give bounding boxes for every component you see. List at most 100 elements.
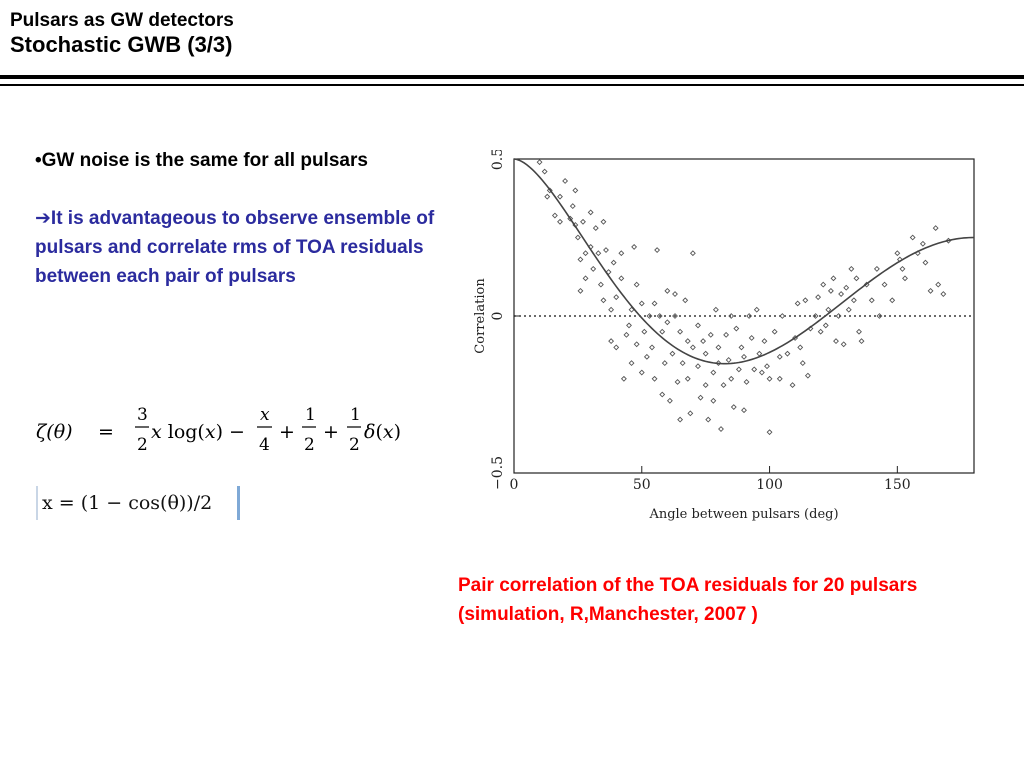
data-point	[873, 265, 880, 272]
equals-sign: =	[98, 421, 114, 443]
data-point	[646, 313, 653, 319]
frac-4-den: 4	[259, 435, 270, 455]
data-point	[697, 394, 704, 401]
delta-term: δ(x)	[364, 421, 401, 443]
data-point	[820, 281, 827, 288]
data-point	[710, 369, 717, 376]
data-point	[600, 297, 607, 304]
header-rule-thin	[0, 84, 1024, 86]
slide-title: Stochastic GWB (3/3)	[10, 32, 233, 57]
data-point	[603, 247, 609, 253]
data-point	[743, 379, 750, 385]
data-point	[605, 269, 612, 275]
data-point	[876, 313, 883, 319]
frac-x-num: x	[260, 405, 270, 425]
y-tick-label: −0.5	[490, 456, 506, 490]
data-point	[799, 360, 806, 367]
data-point	[700, 338, 707, 345]
data-point	[756, 350, 763, 357]
data-point	[715, 360, 722, 367]
data-point	[562, 178, 569, 184]
data-point	[751, 366, 758, 373]
data-points	[536, 159, 952, 436]
data-point	[590, 265, 597, 272]
data-point	[582, 250, 589, 257]
data-point	[856, 328, 862, 335]
data-point	[720, 382, 727, 389]
data-point	[850, 297, 857, 304]
data-point	[919, 240, 926, 247]
data-point	[569, 203, 576, 210]
data-point	[764, 363, 770, 370]
data-point	[804, 372, 811, 379]
data-point	[689, 344, 696, 351]
data-point	[643, 353, 650, 360]
data-point	[546, 187, 553, 194]
data-point	[613, 294, 620, 301]
data-point	[853, 275, 860, 282]
data-point	[684, 375, 691, 382]
data-point	[631, 243, 638, 250]
data-point	[922, 259, 929, 266]
data-point	[940, 291, 947, 297]
data-point	[723, 331, 730, 338]
bullet-advantageous-text: It is advantageous to observe ensemble o…	[35, 208, 435, 287]
data-point	[707, 331, 714, 338]
data-point	[741, 407, 747, 414]
data-point	[771, 328, 778, 335]
zeta-equation: ζ(θ) = 3 2 x log(x) − x 4 + 1 2 + 1 2 δ(…	[36, 400, 416, 460]
data-point	[664, 319, 671, 326]
data-point	[812, 313, 819, 319]
data-point	[797, 344, 804, 351]
data-point	[587, 209, 594, 216]
data-point	[651, 300, 658, 307]
x-axis-label: Angle between pulsars (deg)	[648, 507, 838, 522]
data-point	[620, 375, 627, 382]
data-point	[610, 259, 617, 266]
data-point	[848, 265, 855, 272]
data-point	[822, 322, 829, 329]
data-point	[766, 429, 773, 436]
frac-2-den: 2	[137, 435, 148, 455]
y-tick-label: 0	[490, 312, 506, 321]
data-point	[577, 256, 584, 263]
data-point	[843, 284, 850, 291]
data-point	[633, 341, 640, 348]
data-point	[689, 250, 696, 257]
data-point	[815, 294, 822, 301]
data-point	[748, 335, 755, 341]
data-point	[572, 187, 579, 194]
data-point	[633, 281, 640, 288]
data-point	[715, 344, 722, 351]
axis-ticks: 0 50 100 150−0.500.5	[490, 150, 911, 493]
y-tick-label: 0.5	[490, 150, 506, 170]
data-point	[661, 360, 668, 367]
slide-subtitle: Pulsars as GW detectors	[10, 10, 234, 31]
data-point	[784, 350, 791, 357]
frac-3-num: 3	[137, 405, 148, 425]
x-tick-label: 50	[633, 477, 651, 493]
plus-2: +	[323, 421, 339, 443]
data-point	[656, 313, 663, 319]
data-point	[779, 313, 786, 319]
data-point	[830, 275, 837, 282]
data-point	[600, 218, 607, 225]
zeta-equation-svg: ζ(θ) = 3 2 x log(x) − x 4 + 1 2 + 1 2 δ(…	[36, 405, 401, 455]
data-point	[710, 397, 717, 404]
data-point	[684, 338, 691, 345]
data-point	[835, 313, 842, 319]
bullet-advantageous: ➔It is advantageous to observe ensemble …	[35, 204, 465, 291]
data-point	[659, 328, 666, 335]
data-point	[746, 313, 753, 319]
data-point	[881, 281, 888, 288]
hellings-downs-curve	[513, 158, 975, 365]
data-point	[666, 397, 673, 404]
header-rule-thick	[0, 75, 1024, 79]
data-point	[702, 382, 709, 389]
bullet-gw-noise: •GW noise is the same for all pulsars	[35, 146, 465, 175]
x-tick-label: 0	[510, 477, 519, 493]
data-point	[712, 306, 719, 313]
data-point	[845, 306, 852, 313]
zeta-lhs: ζ(θ)	[36, 421, 73, 443]
data-point	[618, 250, 625, 257]
